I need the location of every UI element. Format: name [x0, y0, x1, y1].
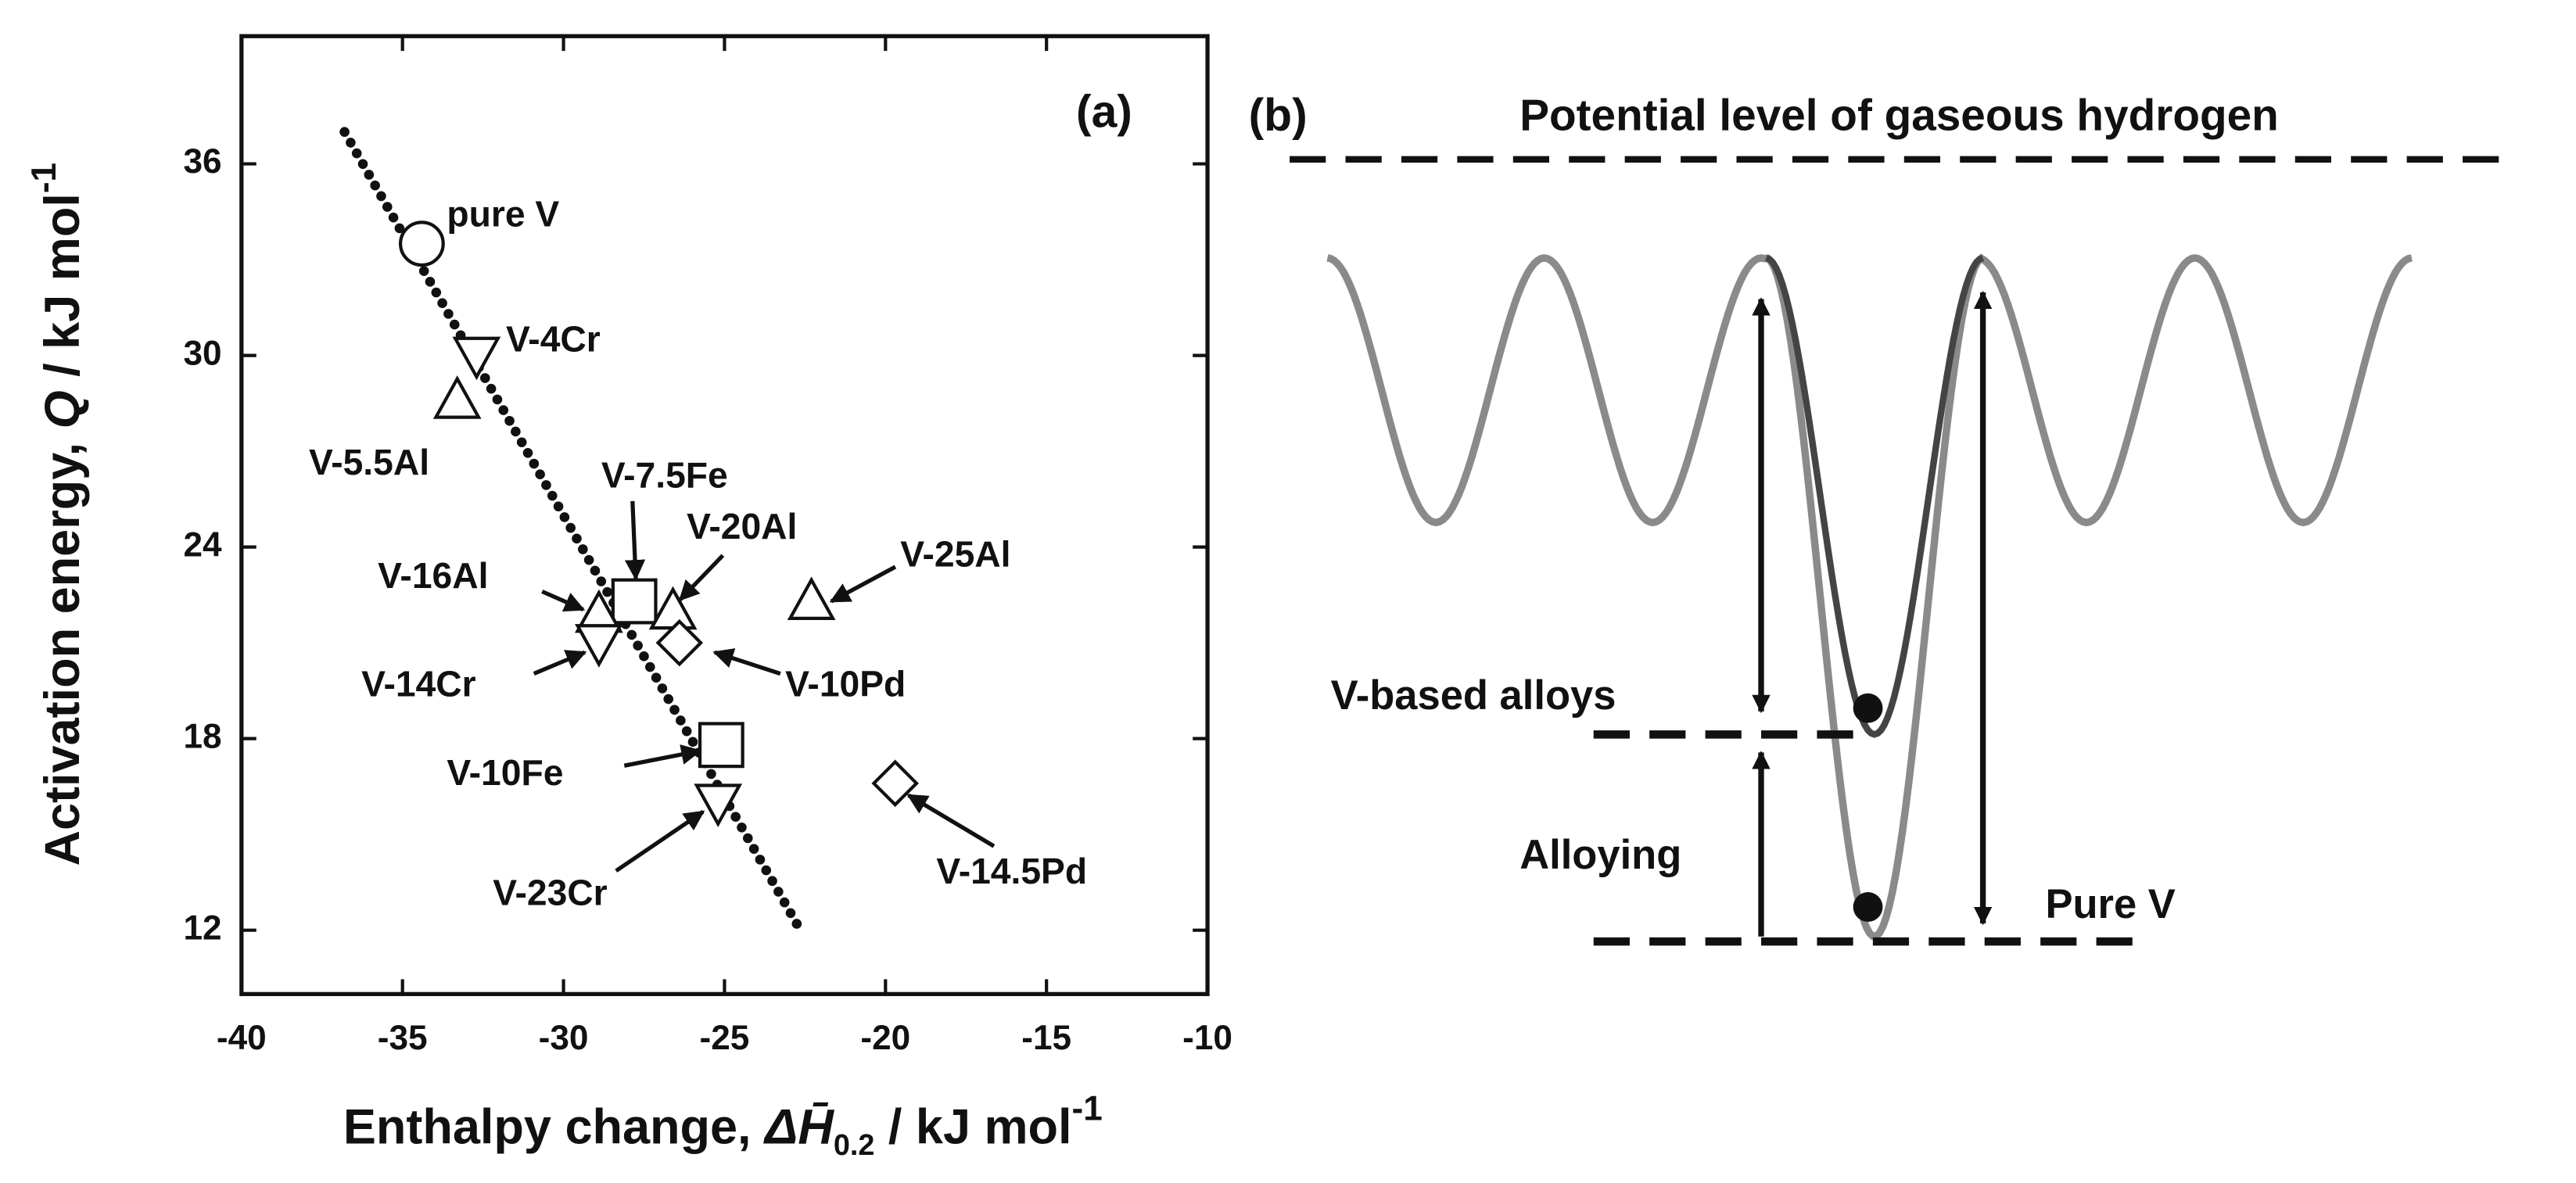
label-arrow [615, 809, 705, 873]
x-tick-label: -15 [1021, 1019, 1071, 1057]
data-point [655, 618, 704, 667]
point-label: V-7.5Fe [601, 455, 728, 496]
panel-label: (a) [1076, 87, 1132, 138]
point-label: V-16Al [378, 555, 488, 596]
x-axis-title-part: Enthalpy change, [343, 1099, 765, 1154]
point-label: V-14Cr [361, 664, 475, 704]
pure-site [1853, 892, 1883, 922]
alloying-label: Alloying [1519, 832, 1681, 878]
y-tick-label: 12 [184, 909, 222, 947]
panel-label: (b) [1249, 90, 1308, 141]
point-label: pure V [447, 194, 559, 235]
data-point [787, 576, 836, 621]
y-tick-label: 24 [184, 525, 223, 564]
point-label: V-4Cr [506, 318, 601, 359]
label-arrow [678, 554, 725, 601]
label-arrow [623, 744, 702, 768]
potential-curve [1326, 253, 2413, 941]
y-axis-title-part: Q [35, 390, 90, 428]
point-label: V-20Al [687, 506, 797, 547]
point-label: V-10Pd [785, 664, 906, 704]
y-tick-label: 18 [184, 717, 222, 755]
x-axis-title-part: ΔH̄ [763, 1099, 834, 1154]
point-label: V-10Fe [447, 752, 563, 793]
label-arrow [829, 565, 897, 604]
point-label: V-25Al [900, 534, 1010, 575]
x-axis-title: Enthalpy change, ΔH̄0.2 / kJ mol-1 [343, 1090, 1103, 1162]
x-axis-title-part: 0.2 [834, 1129, 875, 1162]
point-label: V-14.5Pd [936, 851, 1087, 891]
gas-level-label: Potential level of gaseous hydrogen [1519, 91, 2279, 140]
label-arrow [712, 648, 781, 676]
y-axis-title-part: Activation energy, [35, 428, 90, 866]
alloy-level-label: V-based alloys [1331, 672, 1616, 719]
y-tick-label: 36 [184, 142, 222, 181]
data-point [452, 336, 501, 381]
label-arrow [624, 500, 646, 581]
x-tick-label: -40 [217, 1019, 267, 1057]
alloy-site [1853, 693, 1883, 723]
data-point [698, 722, 744, 769]
data-point [694, 783, 743, 827]
data-point [871, 759, 919, 808]
label-arrow [541, 590, 586, 612]
point-label: V-23Cr [493, 872, 607, 912]
x-tick-label: -35 [378, 1019, 428, 1057]
y-tick-label: 30 [184, 334, 222, 372]
data-point [432, 375, 482, 419]
label-arrow [906, 793, 996, 848]
x-tick-label: -20 [860, 1019, 910, 1057]
x-axis-title-part: / kJ mol [874, 1099, 1071, 1154]
y-axis-title-part: -1 [25, 163, 63, 193]
y-axis-title-part: / kJ mol [35, 193, 90, 390]
x-axis-title-part: -1 [1072, 1090, 1103, 1128]
alloy-potential-curve [1764, 254, 1985, 738]
x-tick-label: -10 [1182, 1019, 1232, 1057]
data-point [611, 578, 658, 625]
data-point [648, 586, 698, 630]
data-point [574, 624, 623, 668]
point-label: V-5.5Al [309, 442, 429, 482]
x-tick-label: -30 [539, 1019, 589, 1057]
data-point [398, 220, 445, 267]
x-tick-label: -25 [700, 1019, 750, 1057]
label-arrow [533, 650, 587, 676]
y-axis-title: Activation energy, Q / kJ mol-1 [25, 163, 89, 866]
pure-level-label: Pure V [2045, 881, 2175, 927]
